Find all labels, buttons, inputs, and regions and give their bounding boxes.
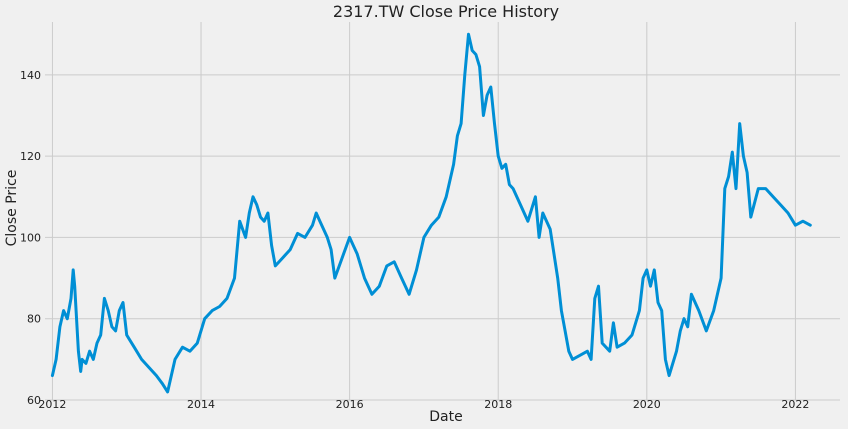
grid — [45, 22, 840, 401]
y-tick-label: 120 — [20, 150, 41, 163]
tick-labels: 2012 2014 2016 2018 2020 2022 60 80 100 120 140 — [20, 69, 809, 411]
x-tick-label: 2022 — [781, 398, 809, 411]
close-price-line — [50, 32, 812, 394]
y-axis-label: Close Price — [4, 170, 20, 247]
x-tick-label: 2012 — [38, 398, 66, 411]
series-group — [50, 32, 812, 394]
chart-title: 2317.TW Close Price History — [333, 2, 559, 21]
y-tick-label: 60 — [27, 394, 41, 407]
x-tick-label: 2018 — [484, 398, 512, 411]
x-tick-label: 2014 — [187, 398, 215, 411]
y-tick-label: 80 — [27, 313, 41, 326]
x-axis-label: Date — [429, 409, 462, 425]
x-tick-label: 2016 — [336, 398, 364, 411]
x-tick-label: 2020 — [633, 398, 661, 411]
y-tick-label: 140 — [20, 69, 41, 82]
y-tick-label: 100 — [20, 231, 41, 244]
